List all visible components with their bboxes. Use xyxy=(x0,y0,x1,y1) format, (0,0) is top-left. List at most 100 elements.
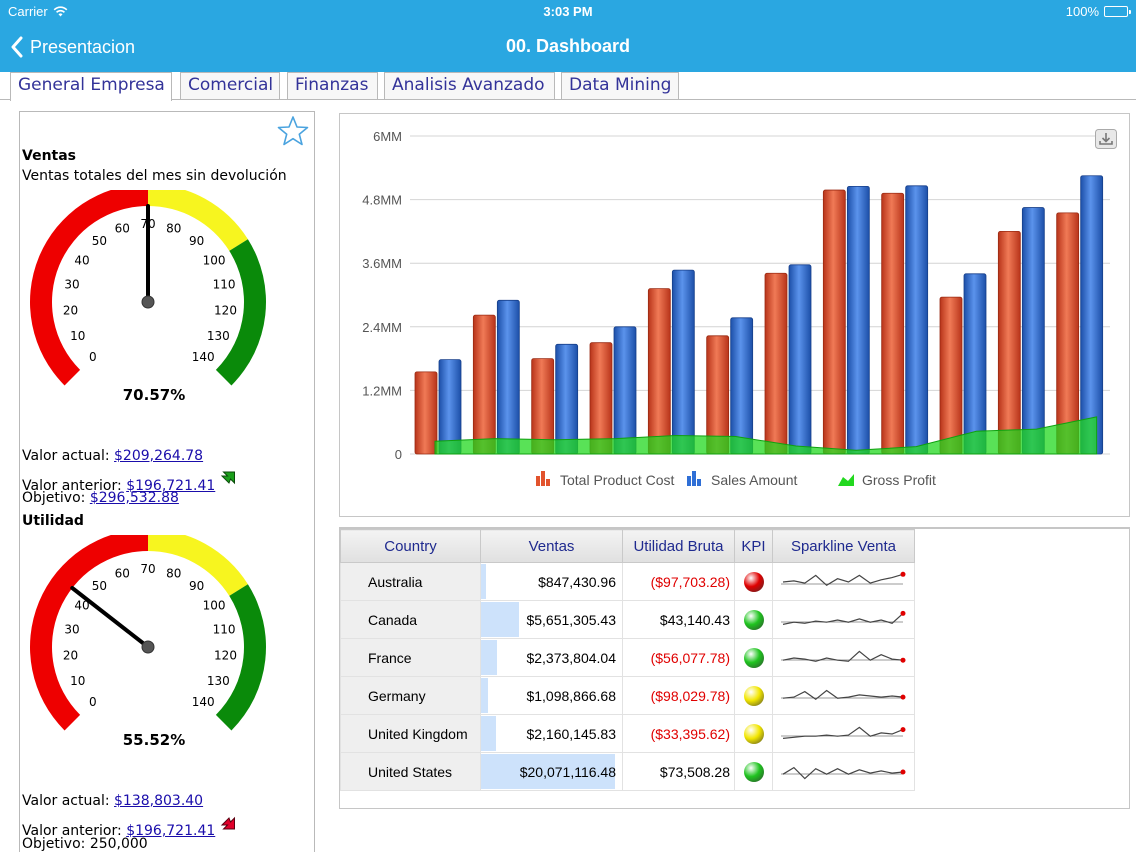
bar-sales-amount[interactable] xyxy=(963,273,987,455)
gauge-tick-label: 0 xyxy=(89,350,97,364)
table-row[interactable]: Canada $5,651,305.43 $43,140.43 xyxy=(340,600,915,639)
table-row[interactable]: United Kingdom $2,160,145.83 ($33,395.62) xyxy=(340,714,915,753)
gauge-tick-label: 60 xyxy=(115,221,130,235)
page-title: 00. Dashboard xyxy=(505,36,631,56)
bar-total-product-cost[interactable] xyxy=(764,272,788,455)
gauge-percent-label: 55.52% xyxy=(123,731,185,749)
back-label: Presentacion xyxy=(30,36,136,57)
bar-total-product-cost[interactable] xyxy=(1056,212,1080,455)
bar-total-product-cost[interactable] xyxy=(939,296,963,455)
bar-total-product-cost[interactable] xyxy=(997,231,1021,455)
country-table-panel: Country Ventas Utilidad Bruta KPI Sparkl… xyxy=(339,527,1130,809)
column-header-sparkline-venta[interactable]: Sparkline Venta xyxy=(772,529,915,563)
bar-sales-amount[interactable] xyxy=(496,299,520,455)
gauge-tick-label: 40 xyxy=(74,254,89,268)
cell-utilidad-bruta: ($98,029.78) xyxy=(622,676,735,715)
gauge-needle-hub xyxy=(141,640,155,654)
tab-finanzas[interactable]: Finanzas xyxy=(287,72,378,99)
utilidad-title: Utilidad xyxy=(22,513,84,529)
gauge-tick-label: 90 xyxy=(189,579,204,593)
ventas-valor-actual-link[interactable]: $209,264.78 xyxy=(114,448,204,464)
tab-data-mining[interactable]: Data Mining xyxy=(561,72,679,99)
table-row[interactable]: Germany $1,098,866.68 ($98,029.78) xyxy=(340,676,915,715)
utilidad-valor-anterior-label: Valor anterior: xyxy=(22,823,122,839)
bar-chart: 0 1.2MM 2.4MM 3.6MM 4.8MM 6MM Total Product Co… xyxy=(362,129,1110,488)
cell-ventas: $847,430.96 xyxy=(480,562,623,601)
battery-icon xyxy=(1104,6,1131,17)
kpi-green-indicator-icon xyxy=(743,609,764,630)
table-row[interactable]: Australia $847,430.96 ($97,703.28) xyxy=(340,562,915,601)
bar-sales-amount[interactable] xyxy=(788,264,812,455)
top-bar: Carrier 3:03 PM 100% Presentacion 00. Da… xyxy=(0,0,1136,72)
ventas-data-bar xyxy=(481,678,488,713)
ventas-value: $847,430.96 xyxy=(538,573,616,590)
gauge-tick-label: 110 xyxy=(213,278,236,292)
ventas-data-bar xyxy=(481,564,487,599)
gauge-percent-label: 70.57% xyxy=(123,386,185,404)
bar-total-product-cost[interactable] xyxy=(414,371,438,455)
ventas-valor-anterior-label: Valor anterior: xyxy=(22,478,122,494)
utilidad-valor-anterior-link[interactable]: $196,721.41 xyxy=(126,823,216,839)
download-icon[interactable] xyxy=(1095,129,1117,149)
carrier-label: Carrier xyxy=(8,4,48,19)
cell-country: Canada xyxy=(340,600,481,639)
bar-sales-amount[interactable] xyxy=(671,269,695,455)
gauge-tick-label: 80 xyxy=(166,221,181,235)
country-table: Country Ventas Utilidad Bruta KPI Sparkl… xyxy=(340,529,915,791)
tab-comercial[interactable]: Comercial xyxy=(180,72,280,99)
back-button[interactable]: Presentacion xyxy=(10,34,135,60)
ventas-data-bar xyxy=(481,602,519,637)
area-gross-profit[interactable] xyxy=(434,416,1098,455)
cell-ventas: $1,098,866.68 xyxy=(480,676,623,715)
gauge-tick-label: 70 xyxy=(140,562,155,576)
column-header-ventas[interactable]: Ventas xyxy=(480,529,623,563)
sparkline xyxy=(781,726,906,739)
bar-chart-panel: 0 1.2MM 2.4MM 3.6MM 4.8MM 6MM Total Product Co… xyxy=(339,113,1130,517)
cell-utilidad-bruta: ($33,395.62) xyxy=(622,714,735,753)
legend-item[interactable]: Gross Profit xyxy=(838,472,936,488)
ventas-valor-anterior-link[interactable]: $196,721.41 xyxy=(126,478,216,494)
table-row[interactable]: France $2,373,804.04 ($56,077.78) xyxy=(340,638,915,677)
ventas-value: $20,071,116.48 xyxy=(519,763,616,780)
bar-total-product-cost[interactable] xyxy=(881,192,905,455)
table-row[interactable]: United States $20,071,116.48 $73,508.28 xyxy=(340,752,915,791)
gauge-tick-label: 140 xyxy=(192,695,215,709)
favorite-star-icon[interactable] xyxy=(276,114,310,148)
sparkline xyxy=(781,766,906,779)
gauge-tick-label: 140 xyxy=(192,350,215,364)
column-header-country[interactable]: Country xyxy=(340,529,481,563)
table-body: Australia $847,430.96 ($97,703.28) Canada $5… xyxy=(340,562,915,791)
y-tick-label: 6MM xyxy=(373,129,402,144)
legend-item[interactable]: Sales Amount xyxy=(687,471,797,488)
gauge-tick-label: 10 xyxy=(70,674,85,688)
bar-total-product-cost[interactable] xyxy=(647,288,671,455)
bar-total-product-cost[interactable] xyxy=(589,342,613,455)
gauge-tick-label: 20 xyxy=(63,304,78,318)
kpi-red-indicator-icon xyxy=(743,571,764,592)
utilidad-valor-actual-link[interactable]: $138,803.40 xyxy=(114,793,204,809)
ventas-data-bar xyxy=(481,716,496,751)
gauge-band-green xyxy=(215,239,266,386)
gauge-tick-label: 10 xyxy=(70,329,85,343)
bar-sales-amount[interactable] xyxy=(1080,175,1104,455)
column-header-kpi[interactable]: KPI xyxy=(734,529,773,563)
tab-general-empresa[interactable]: General Empresa xyxy=(10,72,172,101)
cell-kpi xyxy=(734,600,773,639)
bar-sales-amount[interactable] xyxy=(730,317,754,455)
column-header-utilidad-bruta[interactable]: Utilidad Bruta xyxy=(622,529,735,563)
bar-total-product-cost[interactable] xyxy=(472,314,496,455)
bar-sales-amount[interactable] xyxy=(555,343,579,455)
bar-total-product-cost[interactable] xyxy=(822,189,846,455)
ventas-value: $5,651,305.43 xyxy=(526,611,616,628)
bar-sales-amount[interactable] xyxy=(1021,207,1045,455)
bar-sales-amount[interactable] xyxy=(613,326,637,455)
cell-utilidad-bruta: $73,508.28 xyxy=(622,752,735,791)
bar-sales-amount[interactable] xyxy=(905,185,929,455)
legend-item[interactable]: Total Product Cost xyxy=(536,471,674,488)
y-tick-label: 1.2MM xyxy=(362,383,402,398)
bar-sales-amount[interactable] xyxy=(846,185,870,455)
gauge-band-green xyxy=(215,584,266,731)
ventas-objetivo-link[interactable]: $296,532.88 xyxy=(89,490,179,506)
gauge-band-red xyxy=(30,190,148,386)
tab-analisis-avanzado[interactable]: Analisis Avanzado xyxy=(384,72,555,99)
